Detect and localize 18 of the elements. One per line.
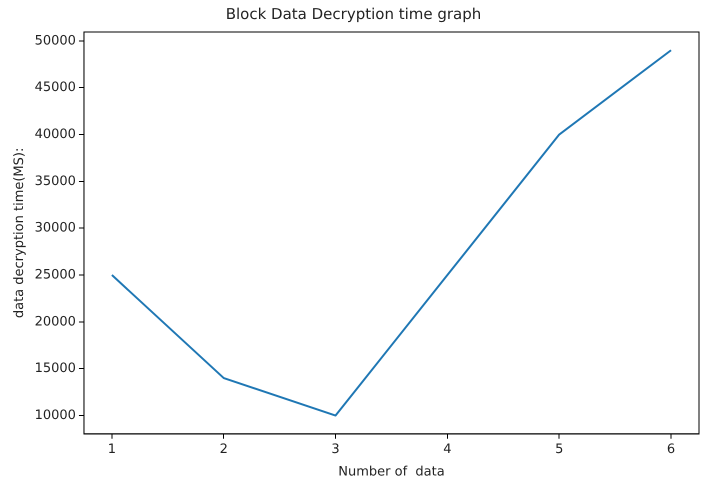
x-tick-label: 4 (443, 442, 452, 457)
x-tick-label: 1 (108, 442, 116, 457)
x-tick-label: 2 (220, 442, 228, 457)
x-tick-label: 3 (331, 442, 340, 457)
y-tick-label: 35000 (34, 174, 76, 189)
y-tick-label: 40000 (34, 126, 76, 142)
y-tick-label: 30000 (34, 220, 76, 236)
chart-title: Block Data Decryption time graph (226, 4, 482, 23)
y-tick-label: 20000 (34, 314, 76, 330)
y-tick-label: 50000 (34, 33, 76, 48)
x-tick-label: 6 (666, 442, 676, 457)
y-tick-label: 10000 (34, 408, 76, 423)
y-tick-label: 15000 (34, 361, 76, 376)
y-tick-label: 25000 (34, 267, 76, 282)
x-axis-title: Number of data (338, 464, 445, 480)
y-axis-title: data decryption time(MS): (12, 148, 28, 318)
y-tick-label: 45000 (34, 80, 76, 96)
x-tick-label: 5 (555, 442, 564, 457)
